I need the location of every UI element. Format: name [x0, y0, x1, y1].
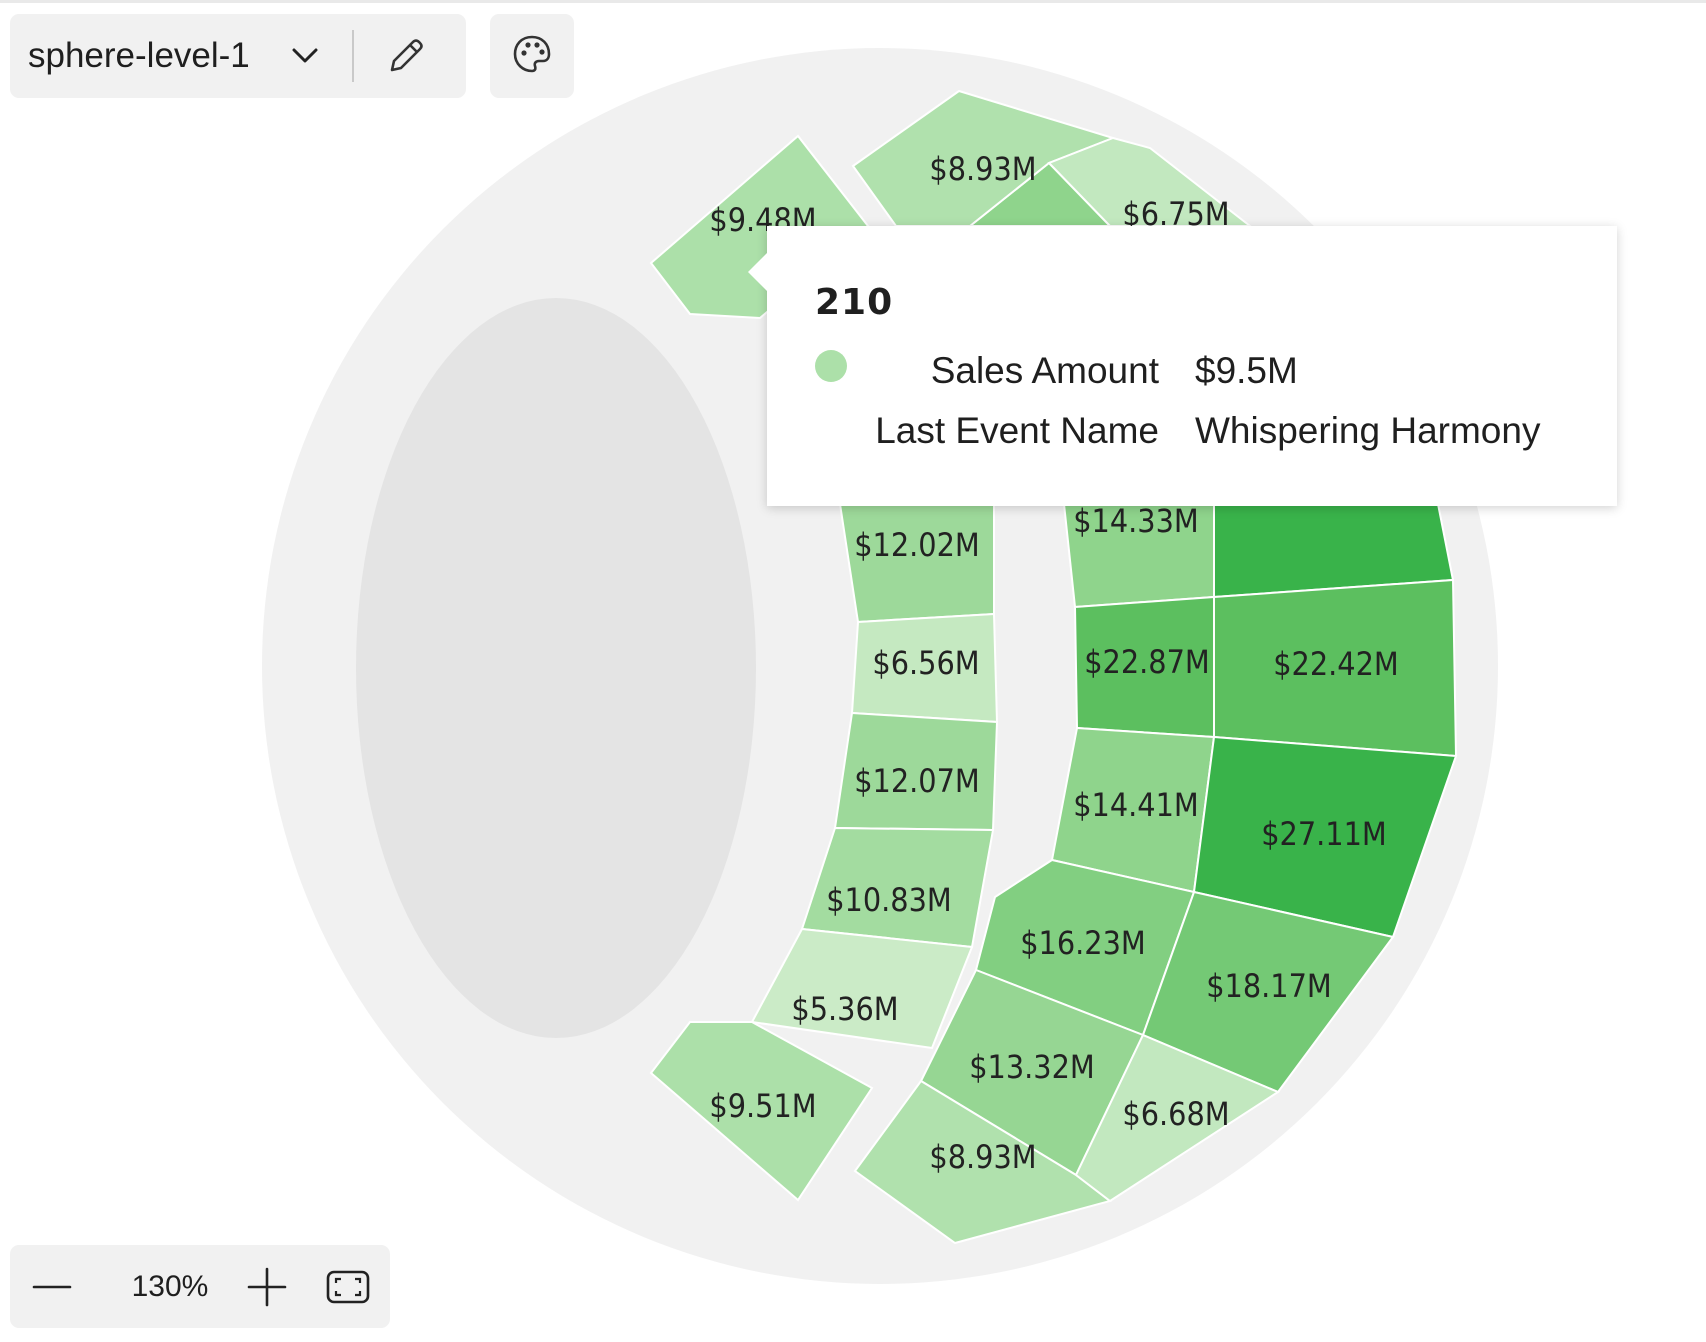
section-label-mid-4: $14.41M: [1073, 786, 1199, 824]
tooltip-pointer: [748, 252, 768, 292]
tooltip: 210 Sales Amount $9.5M Last Event Name W…: [748, 226, 1617, 506]
minus-icon[interactable]: [22, 1245, 82, 1328]
section-label-mid-2: $14.33M: [1073, 502, 1199, 540]
palette-icon: [511, 33, 553, 79]
section-label-inner-4: $12.07M: [854, 762, 980, 800]
fit-screen-icon[interactable]: [318, 1245, 378, 1328]
tooltip-value-sales: $9.5M: [1195, 350, 1298, 391]
layer-dropdown[interactable]: sphere-level-1: [28, 36, 250, 75]
section-label-far-4: $27.11M: [1261, 815, 1387, 853]
stage-area: [356, 298, 756, 1038]
section-label-far-5: $18.17M: [1206, 967, 1332, 1005]
outer-far-sections: [1047, 136, 1458, 1203]
outer-middle-sections: [851, 89, 1216, 1245]
plus-icon[interactable]: [237, 1245, 297, 1328]
tooltip-value-event: Whispering Harmony: [1195, 410, 1541, 451]
section-label-inner-3: $6.56M: [872, 644, 979, 682]
section-label-inner-2: $12.02M: [854, 526, 980, 564]
section-label-inner-5: $10.83M: [826, 881, 952, 919]
section-label-far-3: $22.42M: [1273, 645, 1399, 683]
legend-dot: [815, 350, 847, 382]
inner-ring-sections: [649, 134, 999, 1202]
section-label-inner-7: $9.51M: [709, 1087, 816, 1125]
chevron-down-icon[interactable]: [290, 41, 320, 71]
section-labels: $9.48M$12.02M$6.56M$12.07M$10.83M$5.36M$…: [709, 150, 1398, 1176]
pencil-icon[interactable]: [384, 34, 428, 78]
zoom-level: 130%: [131, 1270, 209, 1303]
section-far-6[interactable]: [1074, 1033, 1281, 1203]
section-label-mid-6: $13.32M: [969, 1048, 1095, 1086]
section-label-mid-1: $8.93M: [929, 150, 1036, 188]
section-label-far-6: $6.68M: [1122, 1095, 1229, 1133]
section-label-mid-5: $16.23M: [1020, 924, 1146, 962]
palette-button[interactable]: [490, 14, 574, 98]
section-label-mid-3: $22.87M: [1084, 643, 1210, 681]
tooltip-key-sales: Sales Amount: [930, 350, 1159, 391]
tooltip-title: 210: [815, 282, 894, 323]
zoom-controls: 130%: [10, 1245, 390, 1328]
section-inner-7[interactable]: [649, 1021, 874, 1202]
section-inner-6[interactable]: [750, 927, 974, 1050]
layer-selector-bar: sphere-level-1: [10, 14, 466, 98]
tooltip-key-event: Last Event Name: [875, 410, 1159, 451]
section-label-mid-7: $8.93M: [929, 1138, 1036, 1176]
toolbar-divider: [352, 30, 354, 82]
top-border: [0, 0, 1706, 3]
section-label-inner-6: $5.36M: [791, 990, 898, 1028]
